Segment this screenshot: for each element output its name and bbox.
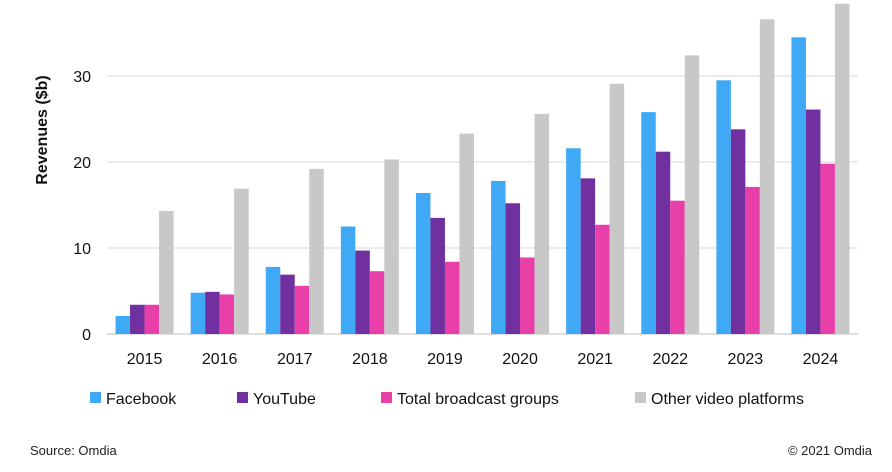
bar [820, 164, 835, 334]
bar [520, 257, 535, 334]
bar [341, 227, 356, 335]
y-tick-label: 0 [82, 327, 91, 344]
x-tick-label: 2019 [427, 351, 463, 368]
bar [745, 187, 760, 334]
x-tick-label: 2016 [202, 351, 238, 368]
bar [685, 55, 700, 334]
bar [760, 19, 775, 334]
bar [205, 292, 220, 334]
bar [116, 316, 131, 334]
y-tick-label: 10 [73, 241, 91, 258]
x-tick-label: 2017 [277, 351, 313, 368]
x-tick-label: 2023 [728, 351, 764, 368]
bar [309, 169, 324, 334]
y-tick-label: 30 [73, 69, 91, 86]
legend: Facebook YouTube Total broadcast groups Oth… [90, 391, 804, 408]
source-note: Source: Omdia [30, 443, 117, 458]
bar [506, 203, 521, 334]
y-axis-label: Revenues ($b) [34, 75, 51, 184]
bar [656, 152, 671, 334]
revenue-bar-chart: 0 10 20 30 Revenues ($b) 2015 2016 2017 2018 2019… [0, 0, 892, 467]
bar [459, 134, 474, 334]
legend-label: Facebook [106, 391, 177, 408]
bar [595, 225, 610, 334]
bar [430, 218, 445, 334]
copyright-note: © 2021 Omdia [788, 443, 872, 458]
bar [370, 271, 385, 334]
legend-swatch [381, 392, 392, 403]
chart-container: 0 10 20 30 Revenues ($b) 2015 2016 2017 2018 2019… [0, 0, 892, 467]
legend-label: YouTube [253, 391, 316, 408]
legend-label: Total broadcast groups [397, 391, 559, 408]
bar [220, 294, 235, 334]
bar [731, 129, 746, 334]
bar [716, 80, 731, 334]
bar [355, 251, 370, 334]
bars [116, 4, 850, 334]
bar [835, 4, 850, 334]
bar [535, 114, 550, 334]
bar [581, 178, 596, 334]
x-tick-label: 2018 [352, 351, 388, 368]
bar [610, 84, 625, 334]
legend-swatch [90, 392, 101, 403]
x-tick-label: 2022 [652, 351, 688, 368]
bar [280, 275, 295, 334]
bar [234, 189, 249, 334]
bar [145, 305, 160, 334]
legend-label: Other video platforms [651, 391, 804, 408]
bar [159, 211, 174, 334]
bar [191, 293, 206, 334]
bar [791, 37, 806, 334]
x-tick-label: 2015 [127, 351, 163, 368]
legend-swatch [635, 392, 646, 403]
x-tick-label: 2024 [803, 351, 839, 368]
legend-swatch [237, 392, 248, 403]
bar [130, 305, 145, 334]
bar [295, 286, 310, 334]
bar [670, 201, 685, 334]
y-tick-label: 20 [73, 155, 91, 172]
bar [416, 193, 431, 334]
bar [266, 267, 281, 334]
bar [445, 262, 460, 334]
bar [384, 159, 399, 334]
x-tick-label: 2021 [577, 351, 613, 368]
bar [566, 148, 581, 334]
bar [806, 110, 821, 334]
x-tick-label: 2020 [502, 351, 538, 368]
bar [491, 181, 506, 334]
bar [641, 112, 656, 334]
